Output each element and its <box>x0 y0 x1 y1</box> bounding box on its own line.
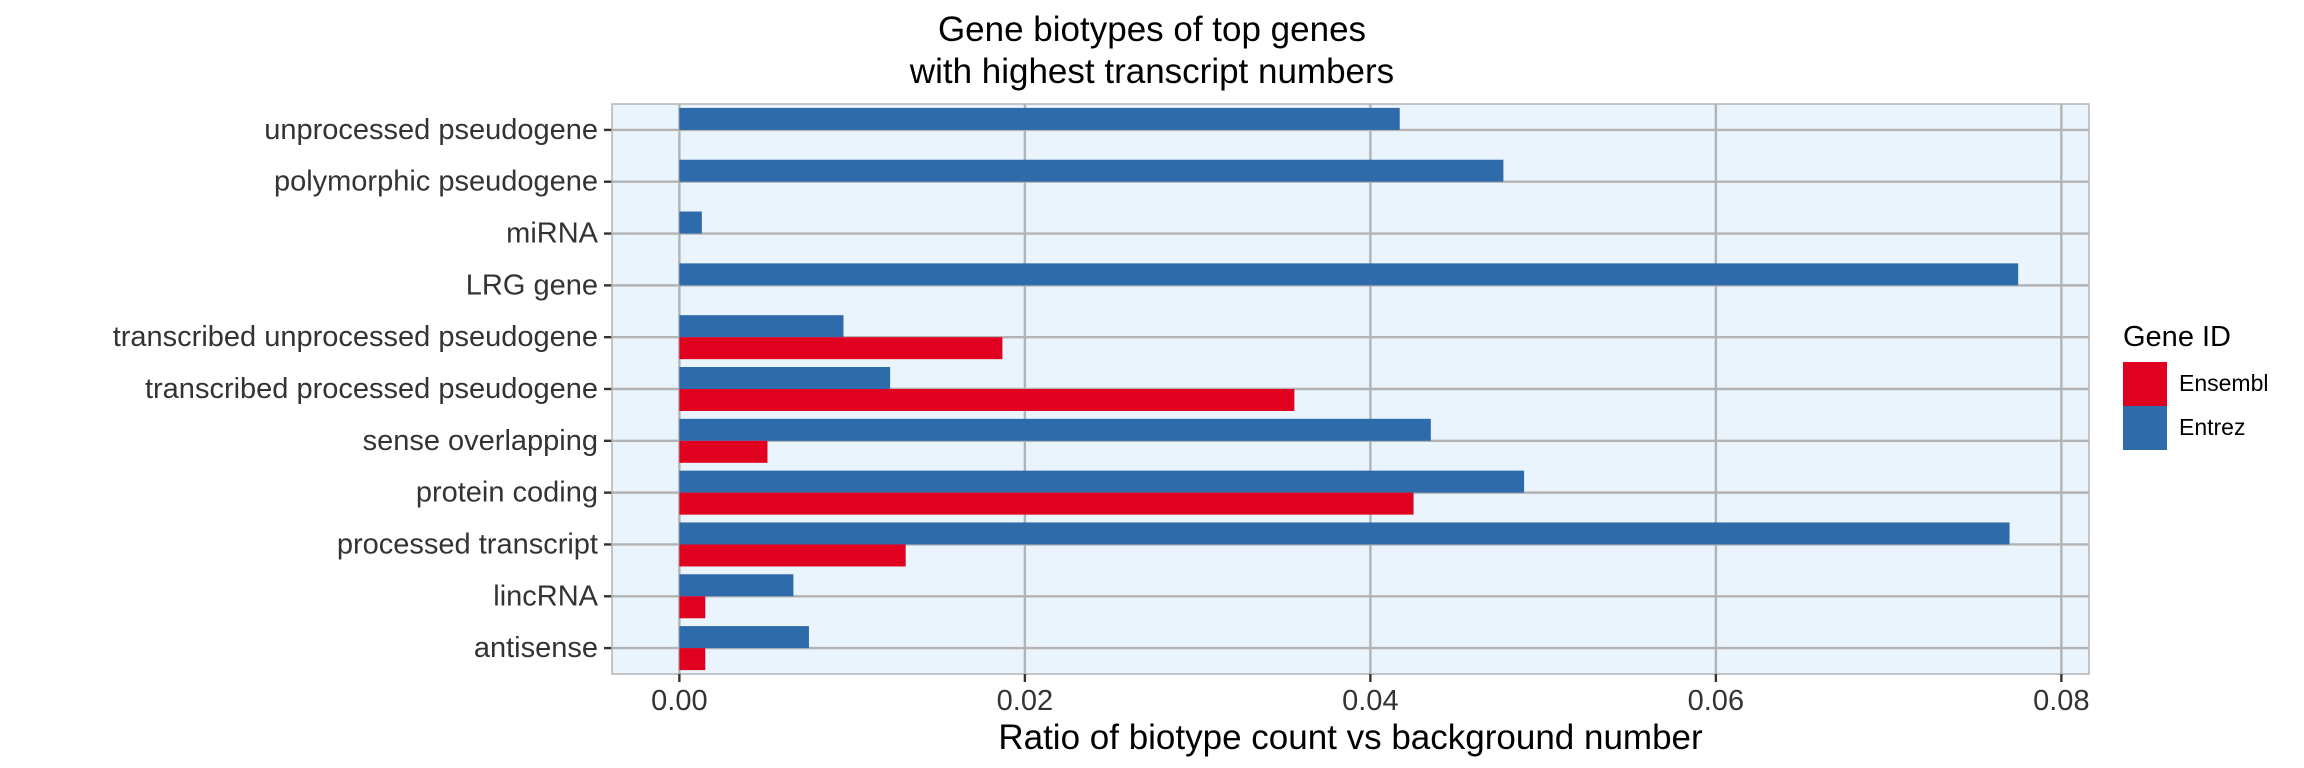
y-tick-label: LRG gene <box>466 269 598 301</box>
bar-entrez <box>679 418 1431 441</box>
x-tick-label: 0.06 <box>1688 685 1744 717</box>
x-tick-label: 0.00 <box>651 685 707 717</box>
x-tick-label: 0.08 <box>2033 685 2089 717</box>
y-tick-label: sense overlapping <box>363 425 598 457</box>
panel-border <box>611 103 2090 675</box>
bar-entrez <box>679 315 844 338</box>
y-tick-label: polymorphic pseudogene <box>274 166 598 198</box>
bar-ensembl <box>679 440 768 463</box>
bar-entrez <box>679 626 809 649</box>
bar-entrez <box>679 367 891 389</box>
bar-ensembl <box>679 337 1003 360</box>
bar-ensembl <box>679 544 906 567</box>
y-tick-label: antisense <box>474 632 598 664</box>
bar-entrez <box>679 522 2010 545</box>
legend-swatch-ensembl <box>2123 362 2167 406</box>
legend-label-entrez: Entrez <box>2179 414 2246 440</box>
bar-ensembl <box>679 596 706 619</box>
y-tick-label: protein coding <box>416 477 598 509</box>
bar-entrez <box>679 263 2019 286</box>
x-tick-label: 0.02 <box>997 685 1053 717</box>
y-tick-label: lincRNA <box>493 580 598 612</box>
y-tick-label: transcribed processed pseudogene <box>145 373 598 405</box>
y-tick-label: transcribed unprocessed pseudogene <box>113 321 598 353</box>
bar-ensembl <box>679 648 706 671</box>
bar-entrez <box>679 107 1400 130</box>
legend-swatch-entrez <box>2123 406 2167 450</box>
legend-title: Gene ID <box>2123 321 2231 353</box>
bar-entrez <box>679 211 702 234</box>
x-tick-label: 0.04 <box>1342 685 1398 717</box>
legend-label-ensembl: Ensembl <box>2179 370 2269 396</box>
bar-ensembl <box>679 389 1295 411</box>
y-tick-label: unprocessed pseudogene <box>264 114 598 146</box>
bar-entrez <box>679 470 1525 493</box>
chart-title-line-2: with highest transcript numbers <box>909 52 1395 91</box>
bar-entrez <box>679 574 794 597</box>
y-tick-label: miRNA <box>506 218 598 250</box>
y-tick-label: processed transcript <box>337 528 598 560</box>
bar-ensembl <box>679 492 1414 515</box>
x-axis-label: Ratio of biotype count vs background num… <box>998 718 1703 757</box>
chart-title-line-1: Gene biotypes of top genes <box>937 10 1367 49</box>
bar-entrez <box>679 159 1504 182</box>
